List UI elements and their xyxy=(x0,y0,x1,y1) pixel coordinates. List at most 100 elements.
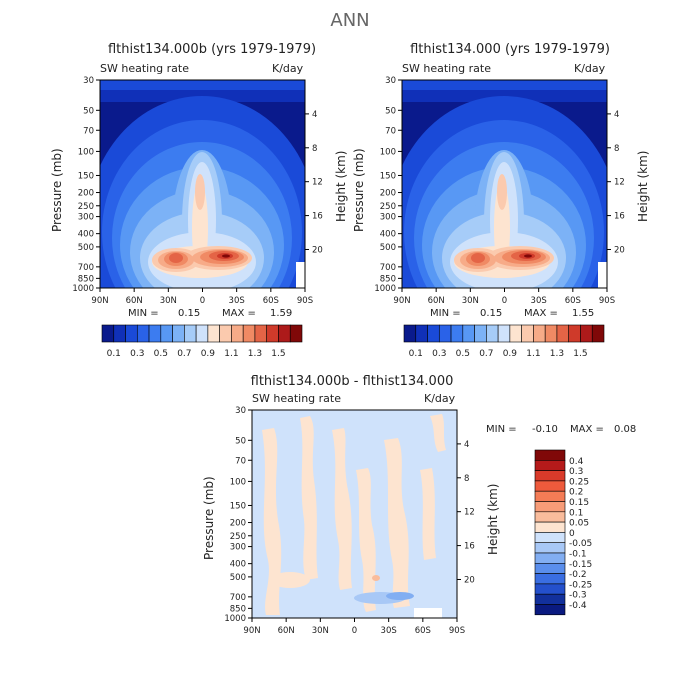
panel3-xtick-label: 30N xyxy=(312,626,329,636)
panel2-y2tick-label: 4 xyxy=(614,110,619,120)
panel3-colorbar-label: 0.25 xyxy=(569,477,589,487)
panel3-colorbar-box xyxy=(534,470,566,482)
panel1-colorbar-label: 0.9 xyxy=(201,349,216,359)
panel1-y2tick-label: 16 xyxy=(312,212,323,222)
panel2-colorbar-box xyxy=(427,324,440,343)
panel2-xtick-label: 0 xyxy=(502,296,507,306)
panel3-y2tick-label: 20 xyxy=(464,575,475,585)
panel3-xtick-label: 60N xyxy=(278,626,295,636)
panel2-colorbar-label: 1.3 xyxy=(550,349,564,359)
panel1-ytick-label: 200 xyxy=(78,189,94,199)
panel1-xtick-label: 90N xyxy=(91,296,108,306)
panel1-colorbar-box xyxy=(278,324,291,343)
panel1-colorbar-box xyxy=(231,324,244,343)
panel2-colorbar-box xyxy=(509,324,522,343)
panel3-xtick-label: 60S xyxy=(415,626,431,636)
panel2-max-value: 1.55 xyxy=(572,308,595,319)
panel1-ytick-label: 150 xyxy=(78,171,94,181)
panel1-ytick-label: 400 xyxy=(78,230,94,240)
panel1-colorbar-box xyxy=(113,324,126,343)
panel2-colorbar-box xyxy=(415,324,428,343)
panel3-colorbar-box xyxy=(534,604,566,616)
panel1-ytick-label: 30 xyxy=(83,76,94,86)
panel2-ytick-label: 150 xyxy=(380,171,396,181)
panel2-ytick-label: 700 xyxy=(380,263,396,273)
panel2-y2tick-label: 20 xyxy=(614,245,625,255)
panel2-xtick-label: 30N xyxy=(462,296,479,306)
panel1-colorbar-box xyxy=(219,324,232,343)
panel2-max-label: MAX = xyxy=(524,308,558,319)
panel3-ytick-label: 100 xyxy=(230,477,246,487)
panel3-max-label: MAX = xyxy=(570,424,604,435)
panel1-xtick-label: 60S xyxy=(263,296,279,306)
panel1-field xyxy=(100,80,305,288)
panel1-ytick-label: 300 xyxy=(78,213,94,223)
panel2-title: flthist134.000 (yrs 1979-1979) xyxy=(410,42,610,57)
panel3-colorbar-label: 0.05 xyxy=(569,519,589,529)
panel2-y2tick-label: 8 xyxy=(614,144,619,154)
panel1-xtick-label: 0 xyxy=(200,296,205,306)
panel1-colorbar-box xyxy=(195,324,209,343)
panel2-colorbar-box xyxy=(568,324,581,343)
panel2-colorbar-label: 1.5 xyxy=(573,349,587,359)
panel2-colorbar-label: 0.3 xyxy=(432,349,446,359)
panel2-xtick-label: 60N xyxy=(428,296,445,306)
panel2-ytick-label: 1000 xyxy=(374,284,396,294)
panel2-colorbar-box xyxy=(486,324,499,343)
page-title: ANN xyxy=(330,10,370,31)
panel2-variable: SW heating rate xyxy=(402,62,491,75)
panel3-y2tick-label: 8 xyxy=(464,474,469,484)
panel2-ytick-label: 850 xyxy=(380,274,396,284)
panel2-colorbar-label: 0.5 xyxy=(456,349,470,359)
panel2-colorbar-box xyxy=(462,324,475,343)
panel2-ytick-label: 200 xyxy=(380,189,396,199)
panel1-colorbar-label: 0.1 xyxy=(107,349,121,359)
panel1-y2tick-label: 20 xyxy=(312,245,323,255)
panel1-colorbar-box xyxy=(254,324,268,343)
panel3-ytick-label: 70 xyxy=(235,456,246,466)
panel3-colorbar-label: -0.25 xyxy=(569,580,592,590)
panel3-colorbar-box xyxy=(534,521,566,533)
panel1-ytick-label: 1000 xyxy=(72,284,94,294)
panel2-xtick-label: 90S xyxy=(599,296,615,306)
panel2-colorbar-box xyxy=(474,324,487,343)
panel3-y2tick-label: 16 xyxy=(464,542,475,552)
panel3-colorbar-box xyxy=(534,490,566,502)
panel2-colorbar-box xyxy=(497,324,511,343)
panel2-min-value: 0.15 xyxy=(480,308,503,319)
panel1-units: K/day xyxy=(272,62,304,75)
panel3-ytick-label: 50 xyxy=(235,436,246,446)
panel2-colorbar-box xyxy=(556,324,570,343)
panel2-field xyxy=(402,80,607,288)
panel3-colorbar-label: 0.3 xyxy=(569,467,583,477)
panel1-ytick-label: 250 xyxy=(78,202,94,212)
panel1-ytick-label: 100 xyxy=(78,147,94,157)
panel1-colorbar-box xyxy=(242,324,256,343)
panel3-units: K/day xyxy=(424,392,456,405)
panel1-colorbar-box xyxy=(172,324,185,343)
panel3-colorbar-label: -0.1 xyxy=(569,550,587,560)
panel2-ytick-label: 250 xyxy=(380,202,396,212)
panel2-ytick-label: 300 xyxy=(380,213,396,223)
panel1-colorbar-box xyxy=(184,324,197,343)
panel3-colorbar-box xyxy=(534,583,566,595)
panel1-colorbar-label: 1.5 xyxy=(271,349,285,359)
panel2-colorbar-label: 0.7 xyxy=(479,349,493,359)
panel3-ytick-label: 850 xyxy=(230,604,246,614)
panel2-ytick-label: 100 xyxy=(380,147,396,157)
panel3-colorbar-label: 0.1 xyxy=(569,508,583,518)
panel3-xtick-label: 90S xyxy=(449,626,465,636)
panel1-colorbar-label: 0.3 xyxy=(130,349,144,359)
panel1-colorbar-box xyxy=(136,324,150,343)
panel3-y2tick-label: 12 xyxy=(464,508,475,518)
panel3-colorbar-box xyxy=(534,552,566,564)
panel1-colorbar-box xyxy=(148,324,162,343)
panel1-colorbar-label: 1.1 xyxy=(224,349,238,359)
panel1-colorbar-box xyxy=(207,324,220,343)
panel3-colorbar-label: 0.2 xyxy=(569,488,583,498)
panel3-colorbar-label: -0.3 xyxy=(569,591,587,601)
panel2-ytick-label: 70 xyxy=(385,126,396,136)
panel3-ytick-label: 400 xyxy=(230,560,246,570)
panel2-xtick-label: 30S xyxy=(531,296,547,306)
panel2-colorbar-box xyxy=(450,324,464,343)
